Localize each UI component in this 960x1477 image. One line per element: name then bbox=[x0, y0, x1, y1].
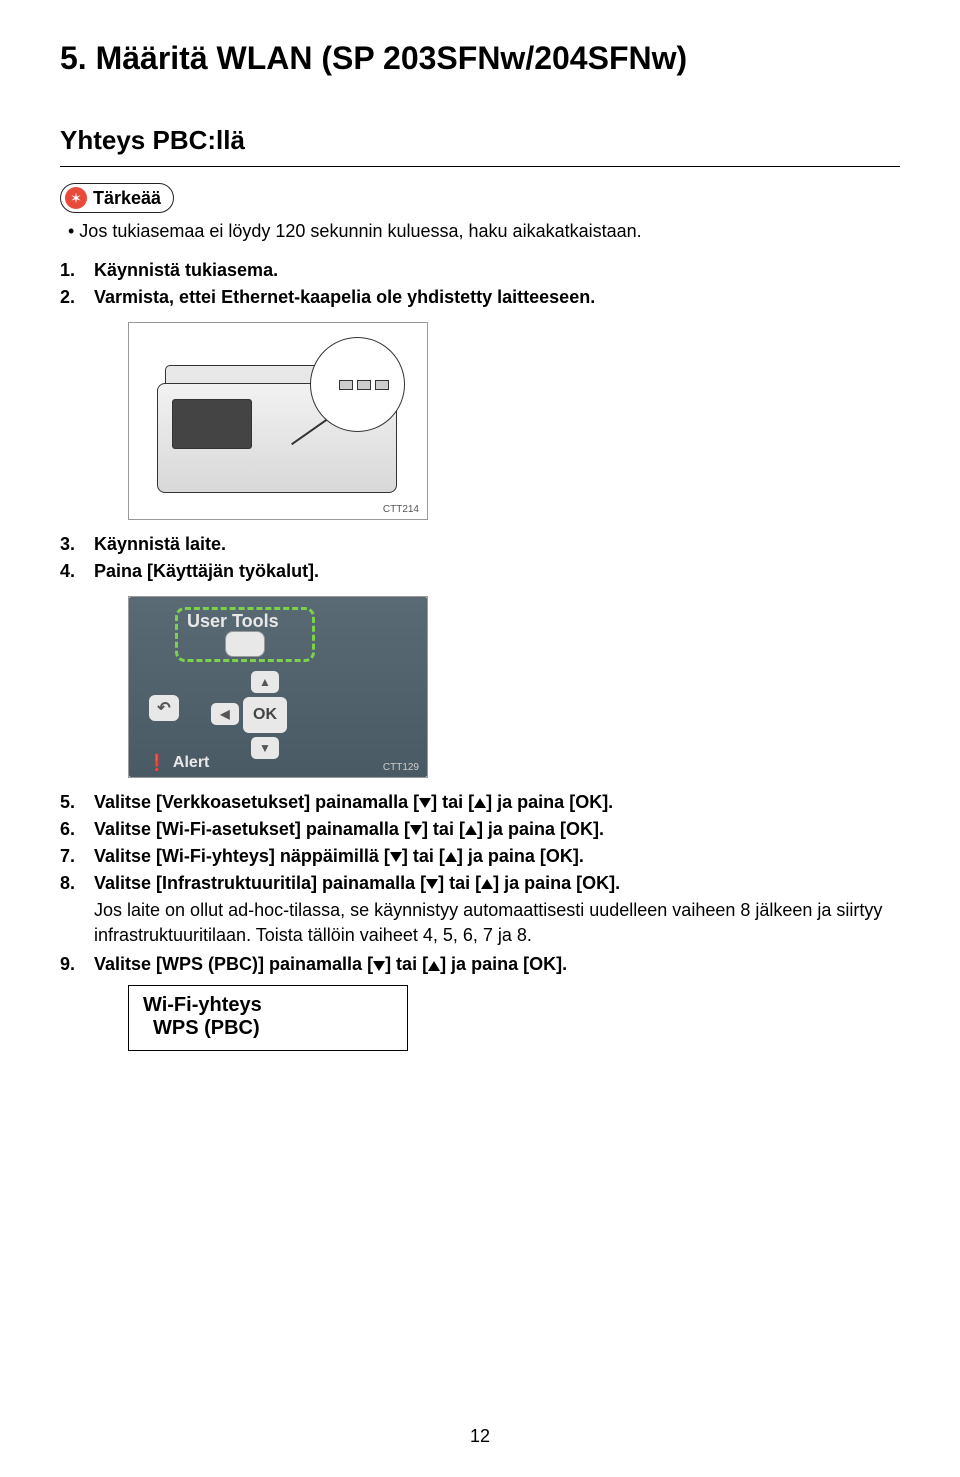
down-arrow-icon: ▼ bbox=[251, 737, 279, 759]
step-8-subtext: Jos laite on ollut ad-hoc-tilassa, se kä… bbox=[94, 898, 900, 948]
step-5: Valitse [Verkkoasetukset] painamalla [] … bbox=[60, 792, 900, 813]
lcd-line-2: WPS (PBC) bbox=[153, 1017, 393, 1040]
up-triangle-icon bbox=[428, 961, 440, 971]
lcd-line-1: Wi-Fi-yhteys bbox=[143, 994, 393, 1017]
star-icon: ✶ bbox=[65, 187, 87, 209]
up-triangle-icon bbox=[465, 825, 477, 835]
divider bbox=[60, 166, 900, 167]
up-triangle-icon bbox=[474, 798, 486, 808]
alert-label: ❗ Alert bbox=[147, 753, 209, 773]
steps-list: Käynnistä tukiasema. Varmista, ettei Eth… bbox=[60, 260, 900, 1051]
important-badge: ✶ Tärkeää bbox=[60, 183, 174, 213]
alert-icon: ❗ bbox=[147, 753, 167, 773]
step-8: Valitse [Infrastruktuuritila] painamalla… bbox=[60, 873, 900, 948]
down-triangle-icon bbox=[426, 879, 438, 889]
step-7: Valitse [Wi-Fi-yhteys] näppäimillä [] ta… bbox=[60, 846, 900, 867]
down-triangle-icon bbox=[390, 852, 402, 862]
step-9: Valitse [WPS (PBC)] painamalla [] tai []… bbox=[60, 954, 900, 1051]
up-arrow-icon: ▲ bbox=[251, 671, 279, 693]
step-6: Valitse [Wi-Fi-asetukset] painamalla [] … bbox=[60, 819, 900, 840]
important-label: Tärkeää bbox=[93, 188, 161, 209]
user-tools-label: User Tools bbox=[187, 611, 279, 632]
step-3: Käynnistä laite. bbox=[60, 534, 900, 555]
figure-usertools: User Tools ↶ ▲ ◀ OK ▼ ❗ Alert CTT129 bbox=[128, 596, 428, 778]
step-2: Varmista, ettei Ethernet-kaapelia ole yh… bbox=[60, 287, 900, 520]
step-4: Paina [Käyttäjän työkalut]. User Tools ↶… bbox=[60, 561, 900, 778]
down-triangle-icon bbox=[373, 961, 385, 971]
figure-caption: CTT214 bbox=[383, 504, 419, 515]
callout-icon bbox=[310, 337, 405, 432]
page-number: 12 bbox=[470, 1426, 490, 1447]
up-triangle-icon bbox=[445, 852, 457, 862]
back-icon: ↶ bbox=[149, 695, 179, 721]
down-triangle-icon bbox=[419, 798, 431, 808]
ok-button-icon: OK bbox=[243, 697, 287, 733]
lcd-display: Wi-Fi-yhteys WPS (PBC) bbox=[128, 985, 408, 1051]
left-arrow-icon: ◀ bbox=[211, 703, 239, 725]
step-1: Käynnistä tukiasema. bbox=[60, 260, 900, 281]
figure-caption: CTT129 bbox=[383, 762, 419, 773]
up-triangle-icon bbox=[481, 879, 493, 889]
user-tools-button bbox=[225, 631, 265, 657]
figure-printer: CTT214 bbox=[128, 322, 428, 520]
page-title: 5. Määritä WLAN (SP 203SFNw/204SFNw) bbox=[60, 40, 900, 77]
important-note: • Jos tukiasemaa ei löydy 120 sekunnin k… bbox=[68, 221, 900, 242]
section-heading: Yhteys PBC:llä bbox=[60, 125, 900, 156]
down-triangle-icon bbox=[410, 825, 422, 835]
